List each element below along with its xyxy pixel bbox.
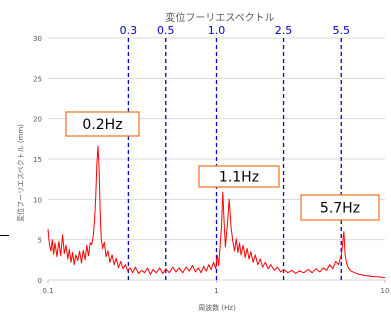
left-edge-line (0, 235, 9, 236)
y-tick-label: 0 (38, 277, 42, 285)
reference-line-label: 0.5 (157, 24, 175, 37)
chart-title: 変位フーリエスペクトル (165, 11, 274, 24)
y-tick-label: 30 (33, 35, 42, 43)
reference-line-label: 5.5 (333, 24, 351, 37)
peak-label-box (300, 194, 380, 221)
y-tick-label: 5 (38, 237, 42, 245)
x-axis-label: 周波数 (Hz) (198, 303, 236, 312)
y-tick-label: 15 (33, 156, 42, 164)
x-tick-label: 1 (214, 287, 218, 295)
x-tick-label: 10 (381, 287, 390, 295)
peak-label: 5.7Hz (320, 201, 360, 217)
y-tick-label: 10 (33, 196, 42, 204)
peak-annotations: 0.2Hz 1.1Hz 5.7Hz (65, 111, 380, 221)
reference-line-label: 1.0 (208, 24, 226, 37)
peak-label: 1.1Hz (219, 170, 259, 186)
x-tick-label: 0.1 (42, 287, 53, 295)
y-axis-ticks: 0 5 10 15 20 25 30 (33, 35, 42, 285)
y-tick-label: 20 (33, 116, 42, 124)
reference-line-label: 2.5 (275, 24, 293, 37)
y-tick-label: 25 (33, 75, 42, 83)
peak-label-box (198, 165, 280, 188)
peak-label: 0.2Hz (82, 117, 122, 133)
y-axis-label: 変位フーリエスペクトル (mm) (16, 124, 25, 222)
peak-label-box (65, 111, 140, 137)
x-axis-ticks: 0.1 1 10 (42, 280, 389, 295)
reference-lines: 0.3 0.5 1.0 2.5 5.5 (120, 24, 350, 280)
spectrum-line (47, 145, 386, 279)
reference-line-label: 0.3 (120, 24, 138, 37)
